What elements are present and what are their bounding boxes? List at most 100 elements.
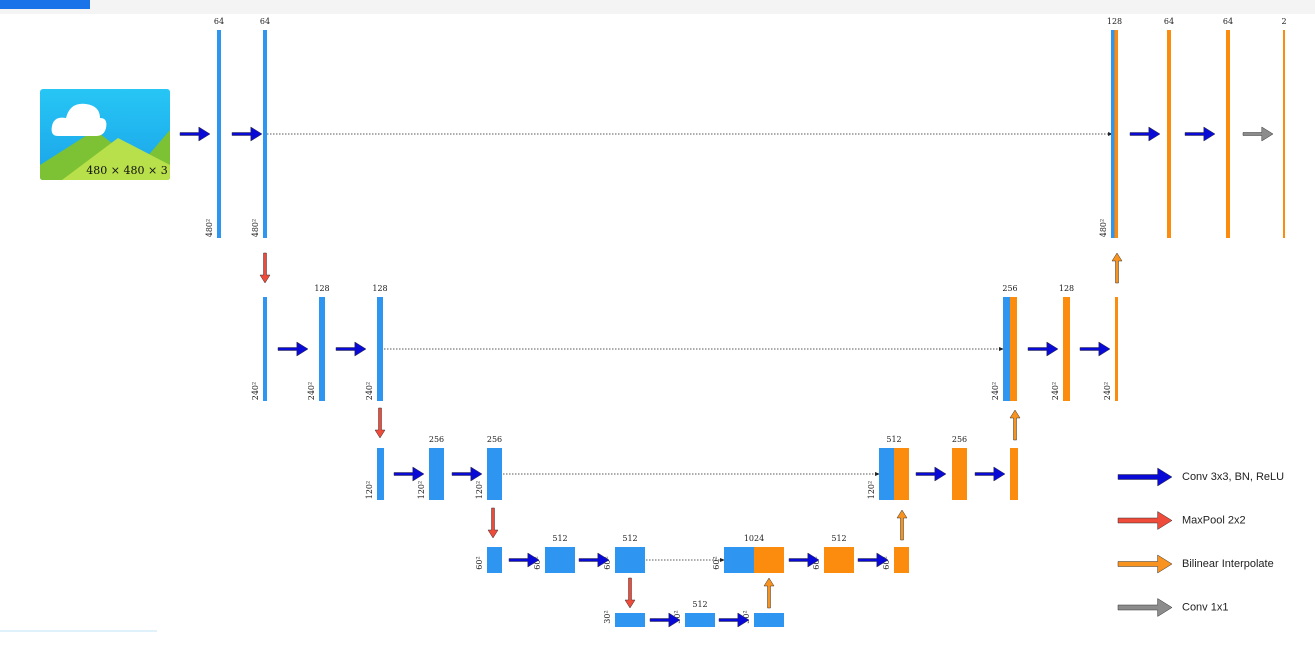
maxpool-arrow bbox=[374, 407, 386, 439]
channel-label: 128 bbox=[1059, 284, 1074, 293]
block bbox=[1010, 448, 1018, 500]
size-label: 120² bbox=[867, 481, 876, 499]
size-label: 60² bbox=[712, 556, 721, 569]
block bbox=[894, 547, 909, 573]
cloud bbox=[51, 103, 107, 136]
legend: Conv 3x3, BN, ReLU MaxPool 2x2 Bilinear In… bbox=[1117, 467, 1284, 617]
size-label: 480² bbox=[251, 219, 260, 237]
conv-arrow bbox=[1027, 341, 1059, 357]
size-label: 120² bbox=[475, 481, 484, 499]
block-up bbox=[754, 547, 784, 573]
conv-arrow bbox=[915, 466, 947, 482]
size-label: 240² bbox=[251, 382, 260, 400]
block bbox=[263, 297, 267, 401]
channel-label: 64 bbox=[260, 17, 270, 26]
skip-arrowhead bbox=[720, 558, 725, 562]
block bbox=[1226, 30, 1230, 238]
size-label: 60² bbox=[603, 556, 612, 569]
size-label: 30² bbox=[742, 610, 751, 623]
upsample-arrow bbox=[763, 577, 775, 609]
block-skip bbox=[724, 547, 754, 573]
channel-label: 1024 bbox=[744, 534, 764, 543]
block bbox=[377, 448, 384, 500]
size-label: 240² bbox=[991, 382, 1000, 400]
skip-arrowhead bbox=[999, 347, 1004, 351]
conv-arrow bbox=[788, 552, 820, 568]
block bbox=[824, 547, 854, 573]
block-skip bbox=[1111, 30, 1115, 238]
channel-label: 128 bbox=[1107, 17, 1122, 26]
size-label: 30² bbox=[673, 610, 682, 623]
size-label: 60² bbox=[882, 556, 891, 569]
block bbox=[429, 448, 444, 500]
channel-label: 256 bbox=[952, 435, 967, 444]
conv1x1-arrow bbox=[1242, 126, 1274, 142]
skip-arrowhead bbox=[1108, 132, 1113, 136]
conv-arrow bbox=[857, 552, 889, 568]
channel-label: 512 bbox=[692, 600, 707, 609]
size-label: 60² bbox=[475, 556, 484, 569]
block bbox=[377, 297, 383, 401]
legend-arrow bbox=[1117, 554, 1173, 574]
channel-label: 512 bbox=[552, 534, 567, 543]
maxpool-arrow bbox=[624, 577, 636, 609]
block-skip bbox=[879, 448, 894, 500]
channel-label: 512 bbox=[886, 435, 901, 444]
conv-arrow bbox=[277, 341, 309, 357]
top-strip bbox=[0, 0, 1315, 14]
upsample-arrow bbox=[1009, 409, 1021, 441]
conv-arrow bbox=[1129, 126, 1161, 142]
legend-label: Conv 1x1 bbox=[1182, 601, 1228, 613]
size-label: 60² bbox=[533, 556, 542, 569]
block-up bbox=[1010, 297, 1017, 401]
maxpool-arrow bbox=[487, 507, 499, 539]
block bbox=[263, 30, 267, 238]
block-up bbox=[1114, 30, 1118, 238]
conv-arrow bbox=[718, 612, 750, 628]
block bbox=[1115, 297, 1118, 401]
block bbox=[1063, 297, 1070, 401]
block bbox=[487, 547, 502, 573]
channel-label: 512 bbox=[622, 534, 637, 543]
block bbox=[615, 547, 645, 573]
size-label: 480² bbox=[1099, 219, 1108, 237]
size-label: 240² bbox=[307, 382, 316, 400]
conv-arrow bbox=[1184, 126, 1216, 142]
top-tag[interactable] bbox=[0, 0, 90, 9]
hill bbox=[62, 138, 170, 180]
block bbox=[685, 613, 715, 627]
block bbox=[615, 613, 645, 627]
block bbox=[487, 448, 502, 500]
channel-label: 128 bbox=[314, 284, 329, 293]
block bbox=[319, 297, 325, 401]
size-label: 480² bbox=[205, 219, 214, 237]
conv-arrow bbox=[231, 126, 263, 142]
legend-label: Bilinear Interpolate bbox=[1182, 558, 1274, 570]
block-skip bbox=[1003, 297, 1010, 401]
size-label: 240² bbox=[1103, 382, 1112, 400]
channel-label: 256 bbox=[1002, 284, 1017, 293]
legend-arrow bbox=[1117, 511, 1173, 530]
block bbox=[952, 448, 967, 500]
conv-arrow bbox=[974, 466, 1006, 482]
legend-arrow bbox=[1117, 467, 1173, 487]
block-up bbox=[894, 448, 909, 500]
conv-arrow bbox=[508, 552, 540, 568]
input-image: 480 × 480 × 3 bbox=[40, 89, 170, 180]
size-label: 240² bbox=[365, 382, 374, 400]
input-label: 480 × 480 × 3 bbox=[86, 164, 167, 177]
block bbox=[545, 547, 575, 573]
legend-label: Conv 3x3, BN, ReLU bbox=[1182, 471, 1284, 483]
conv-arrow bbox=[451, 466, 483, 482]
conv-arrow bbox=[393, 466, 425, 482]
channel-label: 256 bbox=[429, 435, 444, 444]
legend-label: MaxPool 2x2 bbox=[1182, 514, 1246, 526]
block bbox=[1283, 30, 1285, 238]
channel-label: 256 bbox=[487, 435, 502, 444]
channel-label: 64 bbox=[214, 17, 224, 26]
size-label: 120² bbox=[365, 481, 374, 499]
size-label: 60² bbox=[812, 556, 821, 569]
conv-arrow bbox=[1079, 341, 1111, 357]
conv-arrow bbox=[649, 612, 681, 628]
